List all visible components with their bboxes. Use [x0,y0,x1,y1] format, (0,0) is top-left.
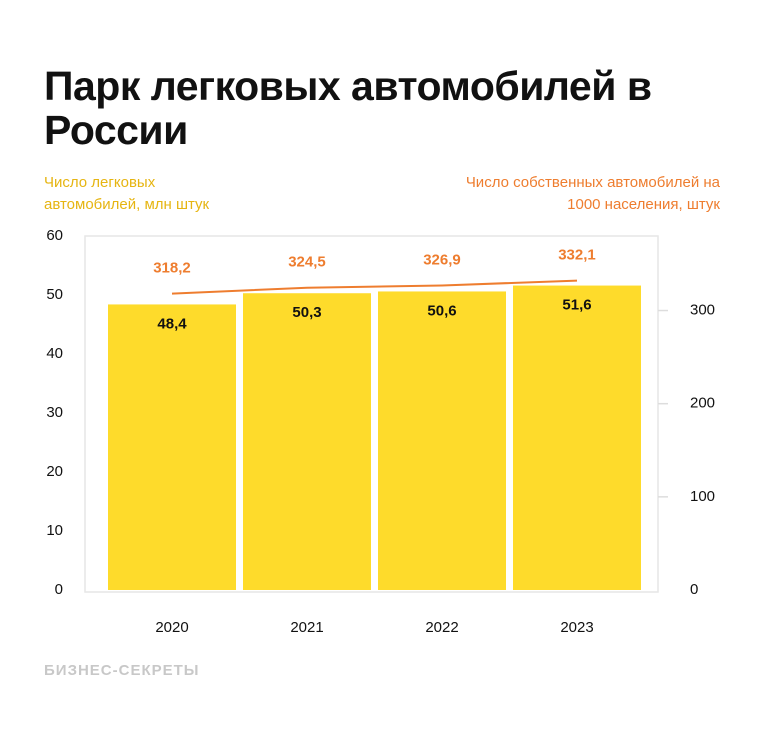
y2-axis-label: Число собственных автомобилей на 1000 на… [465,174,720,213]
line-value-label: 326,9 [423,251,461,268]
bar [243,293,371,590]
y-tick-label: 10 [46,522,63,539]
bar-value-label: 50,3 [292,304,321,321]
y2-tick-label: 300 [690,301,715,318]
x-tick-label: 2021 [290,619,323,636]
y-tick-label: 50 [46,286,63,303]
y-tick-label: 30 [46,404,63,421]
y2-tick-label: 100 [690,488,715,505]
x-tick-label: 2023 [560,619,593,636]
y-tick-label: 40 [46,345,63,362]
x-tick-label: 2020 [155,619,188,636]
line-value-label: 324,5 [288,254,326,271]
bar [378,291,506,590]
y-axis-label: Число легковых автомобилей, млн штук [44,174,210,213]
line-value-label: 318,2 [153,260,191,277]
bar-value-label: 50,6 [427,302,456,319]
line [171,279,578,295]
plot-frame [84,235,659,593]
chart-title: Парк легковых автомобилей в России [44,63,652,153]
bar [108,304,236,590]
bar [513,285,641,590]
source-logo: БИЗНЕС-СЕКРЕТЫ [44,662,200,679]
y-tick-label: 0 [55,581,63,598]
y2-tick-label: 200 [690,395,715,412]
bar-value-label: 51,6 [562,297,591,314]
line-value-label: 332,1 [558,247,596,264]
y2-tick-label: 0 [690,581,698,598]
x-tick-label: 2022 [425,619,458,636]
y-tick-label: 20 [46,463,63,480]
y-tick-label: 60 [46,227,63,244]
bar-value-label: 48,4 [157,315,187,332]
